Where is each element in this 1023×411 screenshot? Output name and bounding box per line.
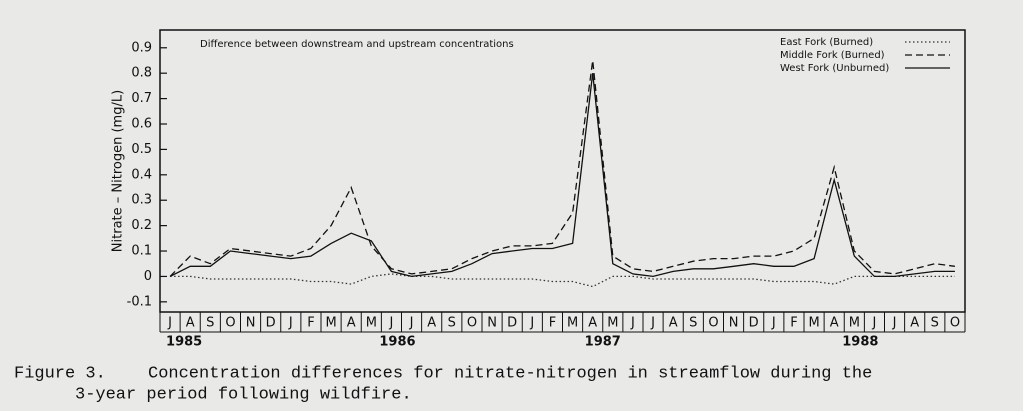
x-tick-label: A [588, 316, 597, 331]
x-tick-label: J [529, 316, 534, 331]
y-tick-label: 0.9 [131, 40, 152, 55]
x-tick-label: N [487, 316, 497, 331]
x-tick-label: J [630, 316, 635, 331]
x-tick-label: D [507, 316, 517, 331]
x-tick-label: O [708, 316, 718, 331]
x-tick-label: N [729, 316, 739, 331]
x-tick-label: J [892, 316, 897, 331]
x-tick-label: M [325, 316, 336, 331]
x-tick-label: A [669, 316, 678, 331]
x-tick-label: D [749, 316, 759, 331]
x-tick-label: S [448, 316, 456, 331]
y-axis-label: Nitrate – Nitrogen (mg/L) [111, 90, 126, 252]
caption-line: Concentration differences for nitrate-ni… [148, 364, 872, 383]
x-tick-label: J [389, 316, 394, 331]
x-tick-label: F [549, 316, 556, 331]
x-tick-label: J [167, 316, 172, 331]
caption-label: Figure 3. [14, 364, 106, 383]
caption-line: 3-year period following wildfire. [75, 385, 412, 404]
y-tick-label: 0.8 [131, 66, 152, 81]
x-tick-label: M [607, 316, 618, 331]
x-tick-label: J [771, 316, 776, 331]
y-tick-label: 0.6 [131, 117, 152, 132]
series-line [169, 60, 955, 277]
x-tick-label: S [206, 316, 214, 331]
year-label: 1985 [166, 335, 202, 350]
y-tick-label: 0 [144, 269, 152, 284]
x-tick-label: A [427, 316, 436, 331]
x-tick-label: J [288, 316, 293, 331]
x-tick-label: A [186, 316, 195, 331]
x-tick-label: F [790, 316, 797, 331]
y-tick-label: 0.5 [131, 142, 152, 157]
series-line [170, 273, 955, 288]
x-tick-label: O [225, 316, 235, 331]
x-tick-label: M [849, 316, 860, 331]
y-tick-label: 0.7 [131, 91, 152, 106]
y-tick-label: -0.1 [127, 294, 152, 309]
x-tick-label: S [689, 316, 697, 331]
x-tick-label: M [567, 316, 578, 331]
x-tick-label: J [650, 316, 655, 331]
x-tick-label: J [872, 316, 877, 331]
x-tick-label: O [950, 316, 960, 331]
year-label: 1986 [379, 335, 415, 350]
series-line [169, 73, 955, 278]
y-tick-label: 0.2 [131, 218, 152, 233]
y-tick-label: 0.4 [131, 167, 152, 182]
y-tick-label: 0.1 [131, 244, 152, 259]
x-tick-label: F [307, 316, 314, 331]
x-tick-label: M [808, 316, 819, 331]
x-tick-label: A [347, 316, 356, 331]
year-label: 1987 [585, 335, 621, 350]
legend-label: West Fork (Unburned) [780, 63, 889, 74]
y-tick-label: 0.3 [131, 193, 152, 208]
x-tick-label: J [409, 316, 414, 331]
x-tick-label: S [931, 316, 939, 331]
annotation: Difference between downstream and upstre… [200, 39, 514, 50]
year-label: 1988 [842, 335, 878, 350]
x-tick-label: A [910, 316, 919, 331]
x-tick-label: M [366, 316, 377, 331]
x-tick-label: N [246, 316, 256, 331]
x-tick-label: O [467, 316, 477, 331]
legend-label: East Fork (Burned) [780, 37, 873, 48]
legend-label: Middle Fork (Burned) [780, 50, 885, 61]
x-tick-label: D [266, 316, 276, 331]
x-tick-label: A [830, 316, 839, 331]
